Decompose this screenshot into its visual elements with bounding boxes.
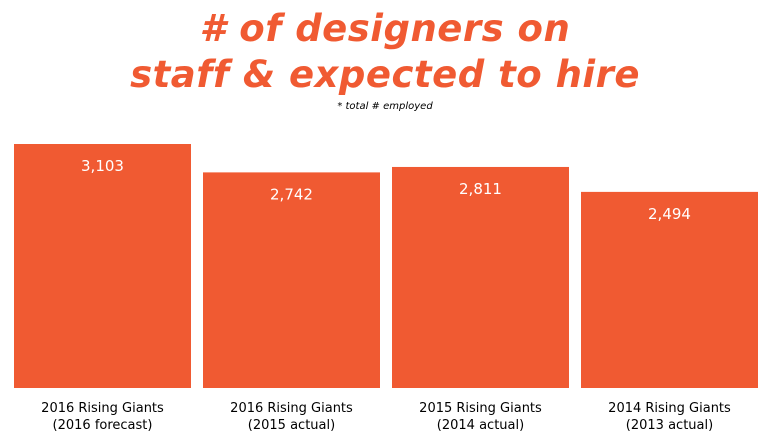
bar-2 [203,172,380,388]
bar-value-label-4: 2,494 [648,205,691,223]
chart-subtitle: * total # employed [337,101,433,112]
chart-title-line-2: staff & expected to hire [130,53,640,96]
category-label-2: 2016 Rising Giants (2015 actual) [230,401,353,433]
bar-3 [392,166,569,388]
bar-value-label-1: 3,103 [81,157,124,175]
category-label-4: 2014 Rising Giants (2013 actual) [608,401,731,433]
bar-value-label-2: 2,742 [270,185,313,203]
bar-value-label-3: 2,811 [459,180,502,198]
category-label-1: 2016 Rising Giants (2016 forecast) [41,401,164,433]
chart-title-line-1: # of designers on [199,7,571,50]
bar-1 [14,144,191,388]
bar-4 [581,191,758,388]
category-label-3: 2015 Rising Giants (2014 actual) [419,401,542,433]
